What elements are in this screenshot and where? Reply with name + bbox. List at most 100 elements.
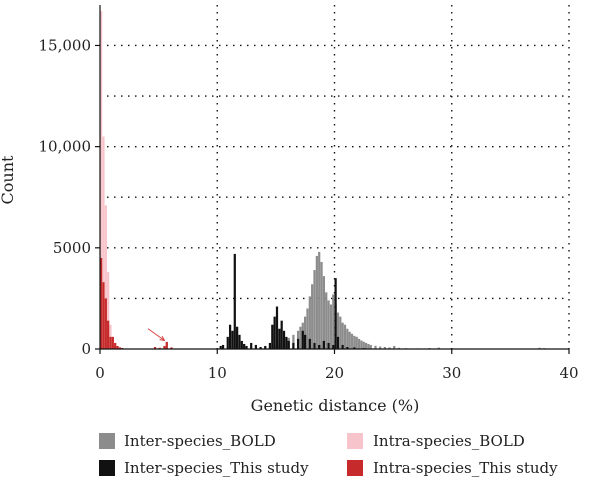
histogram-bar: [153, 346, 157, 349]
legend-swatch-intra-species-bold: [347, 433, 363, 449]
legend-swatch-inter-species-bold: [99, 433, 115, 449]
y-axis-label: Count: [0, 155, 17, 204]
histogram-bar: [245, 345, 248, 349]
histogram-bar: [118, 347, 121, 349]
histogram-bar: [250, 342, 253, 349]
y-tick-label: 0: [81, 340, 91, 358]
histogram-bar: [240, 340, 243, 349]
histogram-bar: [364, 342, 368, 349]
legend-swatch-intra-species-this-study: [347, 460, 363, 476]
histogram-bar: [357, 338, 361, 349]
histogram-bar: [339, 316, 342, 349]
histogram-bar: [233, 253, 236, 349]
histogram-bar: [228, 324, 232, 349]
histogram-bar: [238, 334, 241, 349]
histogram-bar: [343, 324, 347, 349]
histogram-bar: [236, 326, 239, 349]
annotation-arrow-shaft: [147, 328, 165, 341]
histogram-bar: [104, 298, 107, 349]
histogram-bar: [383, 346, 386, 349]
histogram-bar: [296, 338, 300, 349]
x-tick-label: 10: [208, 364, 227, 382]
histogram-bar: [100, 257, 103, 349]
histogram-bar: [221, 344, 225, 349]
histogram-bar: [318, 251, 321, 349]
histogram-bar: [292, 334, 295, 349]
histogram-bar: [348, 331, 351, 349]
histogram-bar: [254, 344, 257, 349]
legend-label-intra-species-bold: Intra-species_BOLD: [373, 432, 525, 450]
histogram-bar: [259, 346, 262, 349]
histogram-bar: [313, 342, 316, 349]
histogram-bar: [332, 294, 335, 349]
legend-swatch-inter-species-this-study: [99, 460, 115, 476]
histogram-bar: [332, 344, 335, 349]
histogram-bar: [341, 322, 344, 349]
histogram-bar: [327, 342, 330, 349]
histogram-bar: [379, 346, 382, 349]
histogram-bar: [353, 347, 356, 349]
histogram-bar: [280, 320, 283, 349]
histogram-bar: [114, 342, 117, 349]
histogram-bar: [538, 347, 541, 349]
histogram-bar: [346, 346, 349, 349]
histogram-bar: [287, 340, 290, 349]
x-tick-label: 40: [559, 364, 578, 382]
histogram-bar: [231, 330, 234, 349]
histogram-bar: [102, 136, 105, 349]
axes: 0 10 20 30 40 0 5000 10,000 15,000: [39, 5, 579, 382]
histogram-bar: [299, 326, 302, 349]
histogram-bar: [285, 336, 288, 349]
histogram-bar: [322, 340, 325, 349]
histogram-bar: [158, 347, 161, 349]
histogram-bar: [388, 347, 391, 349]
histogram-bar: [226, 336, 229, 349]
legend: Inter-species_BOLD Intra-species_BOLD In…: [99, 432, 558, 477]
x-tick-label: 30: [442, 364, 461, 382]
histogram-bar: [165, 341, 168, 349]
histogram-bar: [393, 345, 396, 349]
histogram-bar: [329, 304, 333, 349]
y-tick-label: 5000: [53, 239, 91, 257]
histogram-bar: [100, 11, 103, 349]
histogram-bar: [367, 343, 370, 349]
legend-label-intra-species-this-study: Intra-species_This study: [373, 459, 558, 477]
histogram-bar: [163, 345, 166, 349]
histogram-bar: [350, 333, 354, 349]
histogram-bar: [111, 336, 114, 349]
histogram-bar: [322, 276, 325, 349]
histogram-bar: [102, 282, 105, 349]
histogram-bar: [219, 345, 222, 349]
histogram-bar: [304, 316, 307, 349]
histogram-bar: [327, 300, 330, 349]
histogram-bar: [308, 296, 311, 349]
x-axis-label: Genetic distance (%): [251, 396, 420, 415]
histogram-bar: [304, 334, 307, 349]
histogram-bar: [369, 344, 372, 349]
series-intra-species-this-study: [100, 257, 173, 349]
histogram-bar: [264, 345, 267, 349]
histogram-bar: [107, 272, 110, 349]
histogram-bar: [104, 205, 107, 349]
histogram-bar: [320, 261, 323, 349]
histogram-bar: [243, 343, 246, 349]
histogram-bar: [301, 330, 304, 349]
histogram-bar: [306, 308, 309, 349]
y-tick-label: 10,000: [39, 138, 92, 156]
x-tick-label: 0: [95, 364, 105, 382]
histogram-bar: [341, 344, 344, 349]
histogram-bar: [268, 342, 272, 349]
histogram-bar: [282, 330, 286, 349]
annotation: [147, 328, 166, 342]
histogram-bar: [334, 278, 337, 349]
histogram-bar: [109, 336, 112, 349]
histogram-bar: [318, 344, 321, 349]
histogram-bar: [355, 336, 358, 349]
histogram-bar: [308, 338, 311, 349]
histogram-bar: [362, 341, 365, 349]
x-tick-label: 20: [325, 364, 344, 382]
histogram-bar: [325, 292, 328, 349]
histogram-bar: [107, 320, 110, 349]
histogram-bar: [271, 324, 274, 349]
